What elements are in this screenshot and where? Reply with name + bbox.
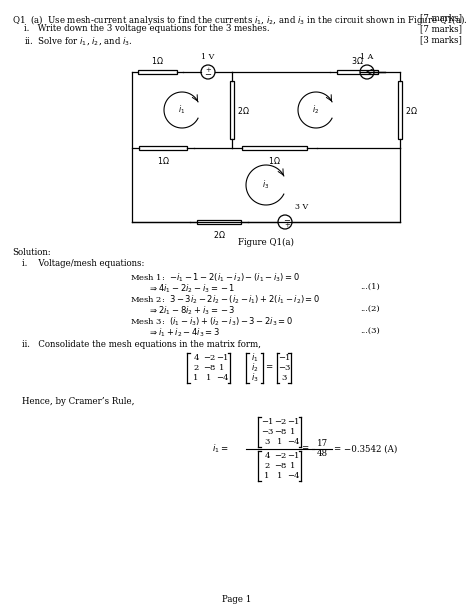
- Text: 1 V: 1 V: [201, 53, 215, 61]
- Text: $i_1$: $i_1$: [251, 352, 259, 364]
- Bar: [230, 81, 234, 139]
- Text: 1: 1: [219, 364, 225, 372]
- Text: =: =: [301, 444, 308, 454]
- Text: 3: 3: [264, 438, 270, 446]
- Text: $i_3$: $i_3$: [251, 371, 259, 384]
- Bar: [242, 146, 307, 150]
- Text: 1: 1: [264, 472, 270, 480]
- Text: ...(1): ...(1): [360, 283, 380, 291]
- Text: +: +: [205, 66, 211, 74]
- Text: ...(2): ...(2): [360, 305, 380, 313]
- Text: Mesh 1:  $-i_1 - 1 - 2(i_1 - i_2) - (i_1 - i_3) = 0$: Mesh 1: $-i_1 - 1 - 2(i_1 - i_2) - (i_1 …: [130, 272, 300, 284]
- Text: −: −: [204, 72, 211, 80]
- Text: = −0.3542 (A): = −0.3542 (A): [334, 444, 397, 454]
- Text: Solution:: Solution:: [12, 248, 51, 257]
- Text: $i_1 =$: $i_1 =$: [211, 443, 228, 455]
- Text: 17: 17: [317, 440, 328, 449]
- Text: $2\Omega$: $2\Omega$: [213, 229, 225, 240]
- Text: [7 marks]: [7 marks]: [420, 13, 462, 22]
- Text: Hence, by Cramer’s Rule,: Hence, by Cramer’s Rule,: [22, 397, 135, 406]
- Bar: [197, 219, 241, 224]
- Text: −: −: [283, 217, 291, 225]
- Text: −3: −3: [261, 428, 273, 436]
- Bar: [398, 81, 402, 139]
- Text: ii.   Consolidate the mesh equations in the matrix form,: ii. Consolidate the mesh equations in th…: [22, 340, 261, 349]
- Text: =: =: [265, 364, 273, 373]
- Text: −1: −1: [216, 354, 228, 362]
- Text: 48: 48: [317, 449, 328, 459]
- Text: −1: −1: [287, 418, 299, 426]
- Text: i.   Write down the 3 voltage equations for the 3 meshes.: i. Write down the 3 voltage equations fo…: [24, 24, 270, 33]
- Text: $i_2$: $i_2$: [251, 362, 259, 375]
- Text: −1: −1: [287, 452, 299, 460]
- Text: 1: 1: [277, 438, 283, 446]
- Bar: [337, 70, 378, 74]
- Text: −4: −4: [287, 438, 299, 446]
- Text: Page 1: Page 1: [222, 595, 252, 604]
- Text: Figure Q1(a): Figure Q1(a): [238, 238, 294, 247]
- Text: i.    Voltage/mesh equations:: i. Voltage/mesh equations:: [22, 259, 145, 268]
- Text: $2\Omega$: $2\Omega$: [405, 104, 418, 115]
- Text: $2\Omega$: $2\Omega$: [237, 104, 250, 115]
- Text: $i_1$: $i_1$: [178, 104, 186, 116]
- Text: ...(3): ...(3): [360, 327, 380, 335]
- Text: [3 marks]: [3 marks]: [420, 35, 462, 44]
- Text: $1\Omega$: $1\Omega$: [268, 154, 281, 166]
- Text: −2: −2: [274, 452, 286, 460]
- Text: $\Rightarrow 4i_1 - 2i_2 - i_3 = -1$: $\Rightarrow 4i_1 - 2i_2 - i_3 = -1$: [148, 283, 236, 295]
- Text: −8: −8: [203, 364, 215, 372]
- Text: 2: 2: [193, 364, 199, 372]
- Text: 3 V: 3 V: [295, 203, 308, 211]
- Text: ii.  Solve for $i_1$, $i_2$, and $i_3$.: ii. Solve for $i_1$, $i_2$, and $i_3$.: [24, 35, 133, 47]
- Text: 1: 1: [277, 472, 283, 480]
- Text: $i_3$: $i_3$: [263, 179, 270, 191]
- Bar: [139, 146, 187, 150]
- Text: 1 A: 1 A: [360, 53, 374, 61]
- Text: Mesh 3:  $(i_1 - i_3) + (i_2 - i_3) - 3 - 2i_3 = 0$: Mesh 3: $(i_1 - i_3) + (i_2 - i_3) - 3 -…: [130, 316, 293, 329]
- Text: 1: 1: [290, 428, 296, 436]
- Text: 1: 1: [290, 462, 296, 470]
- Text: −3: −3: [278, 364, 290, 372]
- Text: Q1  (a)  Use mesh-current analysis to find the currents $i_1$, $i_2$, and $i_3$ : Q1 (a) Use mesh-current analysis to find…: [12, 13, 467, 27]
- Text: Mesh 2:  $3 - 3i_2 - 2i_2 - (i_2 - i_1) + 2(i_1 - i_2) = 0$: Mesh 2: $3 - 3i_2 - 2i_2 - (i_2 - i_1) +…: [130, 294, 320, 306]
- Text: 1: 1: [206, 374, 212, 382]
- Bar: [138, 70, 177, 74]
- Text: $3\Omega$: $3\Omega$: [351, 55, 364, 66]
- Text: −1: −1: [278, 354, 290, 362]
- Text: −2: −2: [203, 354, 215, 362]
- Text: −8: −8: [274, 428, 286, 436]
- Text: $i_2$: $i_2$: [312, 104, 319, 116]
- Text: +: +: [284, 221, 290, 229]
- Text: 3: 3: [281, 374, 287, 382]
- Text: 4: 4: [193, 354, 199, 362]
- Text: $1\Omega$: $1\Omega$: [151, 55, 164, 66]
- Text: 4: 4: [264, 452, 270, 460]
- Text: 1: 1: [193, 374, 199, 382]
- Text: −4: −4: [216, 374, 228, 382]
- Text: −2: −2: [274, 418, 286, 426]
- Text: $1\Omega$: $1\Omega$: [156, 154, 169, 166]
- Text: $\Rightarrow 2i_1 - 8i_2 + i_3 = -3$: $\Rightarrow 2i_1 - 8i_2 + i_3 = -3$: [148, 305, 236, 317]
- Text: $\Rightarrow i_1 + i_2 - 4i_3 = 3$: $\Rightarrow i_1 + i_2 - 4i_3 = 3$: [148, 327, 220, 339]
- Text: −4: −4: [287, 472, 299, 480]
- Text: [7 marks]: [7 marks]: [420, 24, 462, 33]
- Text: −1: −1: [261, 418, 273, 426]
- Text: −8: −8: [274, 462, 286, 470]
- Text: 2: 2: [264, 462, 270, 470]
